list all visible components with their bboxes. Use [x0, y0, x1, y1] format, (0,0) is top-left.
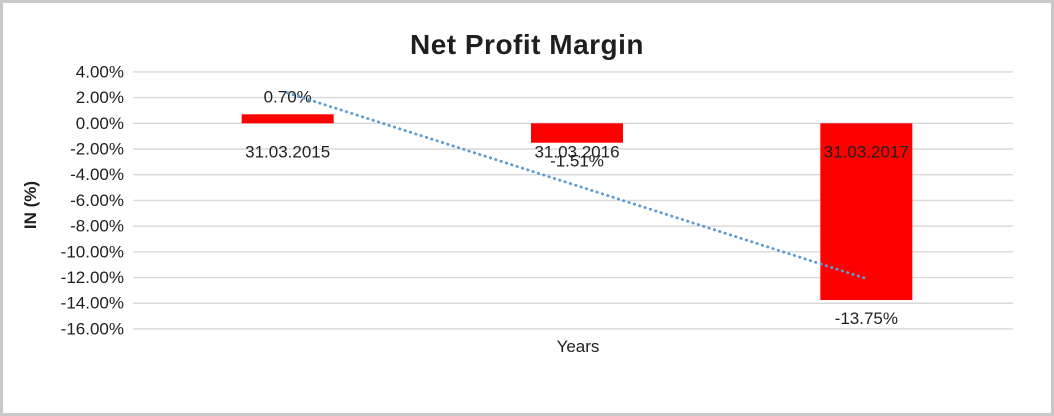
y-tick-label: -8.00%	[70, 217, 124, 236]
y-tick-label: -16.00%	[61, 319, 124, 338]
chart-title: Net Profit Margin	[409, 29, 645, 60]
y-tick-label: 2.00%	[76, 88, 124, 107]
category-label: 31.03.2015	[245, 143, 330, 162]
y-tick-label: -14.00%	[61, 294, 124, 313]
y-tick-label: -2.00%	[70, 140, 124, 159]
value-label: -13.75%	[835, 309, 898, 328]
plot-area: 4.00% 2.00% 0.00% -2.00% -4.00% -6.00% -8.00% -…	[61, 62, 1013, 338]
category-label: 31.03.2016	[534, 143, 619, 162]
y-tick-label: 4.00%	[76, 62, 124, 81]
bar-31.03.2016	[531, 123, 623, 143]
y-tick-label: -6.00%	[70, 191, 124, 210]
bar-31.03.2015	[241, 114, 334, 124]
y-tick-label: -12.00%	[61, 268, 124, 287]
x-axis-title: Years	[556, 337, 600, 356]
y-tick-label: -10.00%	[61, 242, 124, 261]
y-tick-label: -4.00%	[70, 165, 124, 184]
category-label: 31.03.2017	[824, 143, 909, 162]
value-label: -1.51%	[550, 152, 604, 171]
trendline	[286, 91, 868, 280]
value-label: 0.70%	[264, 87, 312, 106]
bar-31.03.2017	[820, 123, 913, 301]
y-tick-label: 0.00%	[76, 114, 124, 133]
y-axis-title: IN (%)	[21, 180, 40, 230]
